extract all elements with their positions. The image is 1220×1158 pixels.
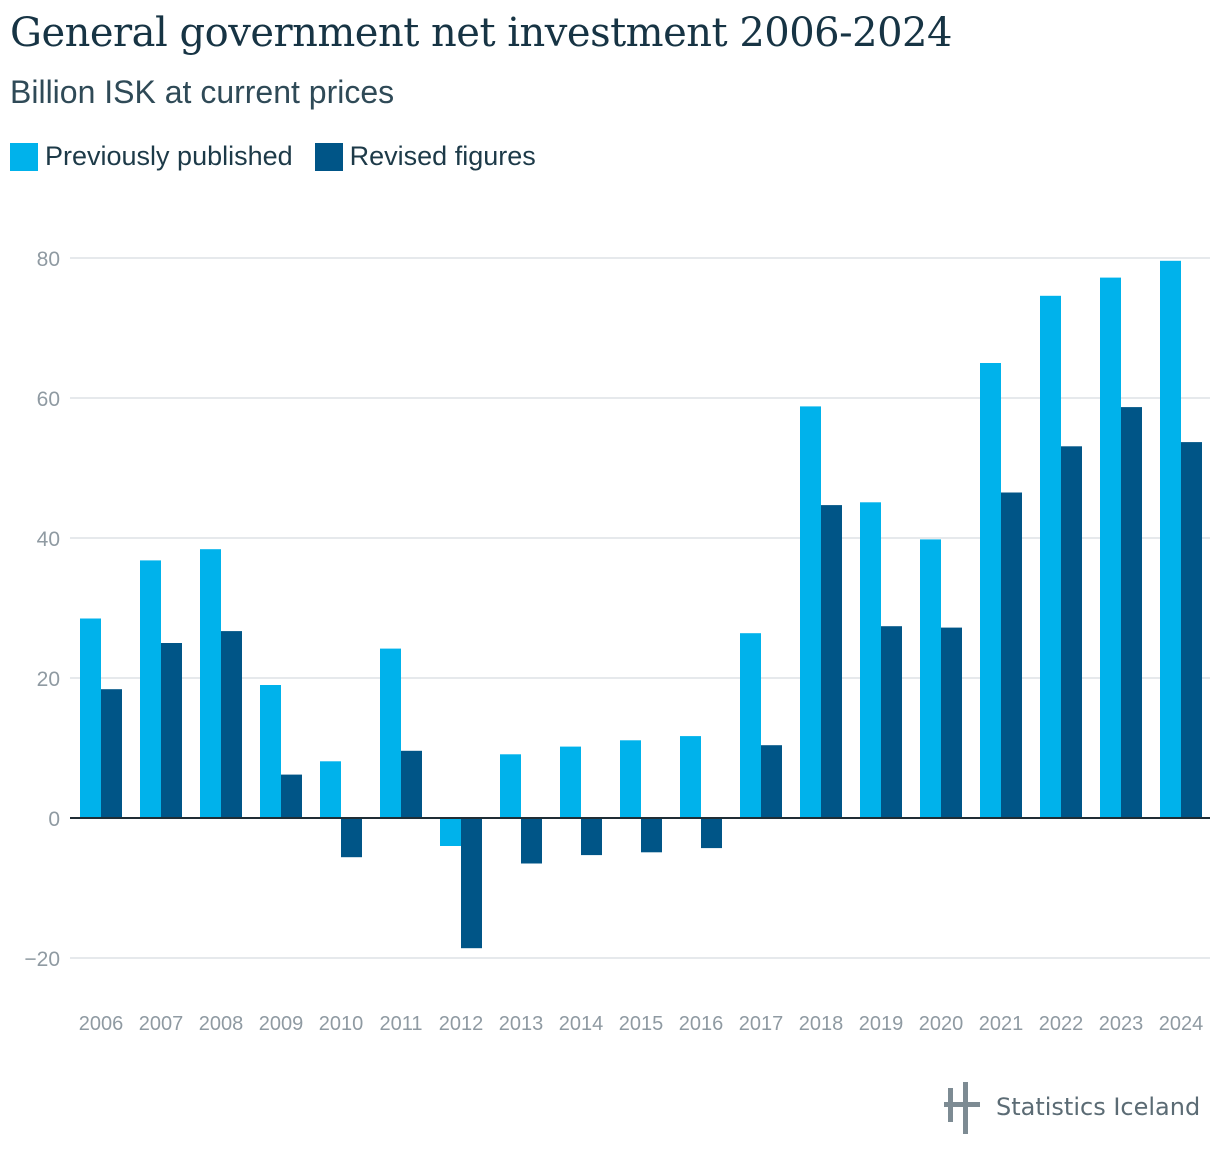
legend-item-previously-published: Previously published [10,141,293,172]
bar-previously-published-2008 [200,549,221,818]
bar-revised-figures-2021 [1001,492,1022,818]
bar-previously-published-2012 [440,818,461,846]
legend-label-revised-figures: Revised figures [349,141,536,171]
x-tick-label: 2023 [1099,1013,1144,1035]
x-tick-label: 2013 [499,1013,544,1035]
chart-subtitle: Billion ISK at current prices [10,74,395,110]
bar-previously-published-2016 [680,736,701,818]
statistics-iceland-logo: Statistics Iceland [944,1080,1200,1134]
bar-revised-figures-2007 [161,643,182,818]
bar-revised-figures-2020 [941,627,962,818]
x-tick-label: 2018 [799,1013,844,1035]
gridlines [70,257,1210,959]
x-tick-label: 2011 [379,1013,422,1035]
x-tick-label: 2020 [919,1013,964,1035]
bar-previously-published-2013 [500,754,521,818]
bar-previously-published-2018 [800,406,821,818]
bar-revised-figures-2024 [1181,442,1202,818]
bar-revised-figures-2022 [1061,446,1082,818]
bars [80,260,1202,949]
x-tick-label: 2017 [739,1013,784,1035]
legend-label-previously-published: Previously published [45,141,293,171]
bar-revised-figures-2013 [521,818,542,864]
logo-text: Statistics Iceland [996,1093,1201,1121]
y-tick-label: 0 [48,808,60,831]
x-tick-label: 2024 [1159,1013,1204,1035]
bar-revised-figures-2015 [641,818,662,853]
bar-previously-published-2006 [80,618,101,818]
x-tick-label: 2016 [679,1013,724,1035]
x-tick-label: 2008 [199,1013,244,1035]
x-axis-ticks: 2006 2007 2008 2009 2010 2011 2012 2013 2014 2015… [79,1013,1204,1035]
bar-revised-figures-2019 [881,626,902,818]
bar-previously-published-2021 [980,363,1001,818]
bar-previously-published-2015 [620,740,641,818]
bar-revised-figures-2008 [221,631,242,818]
y-tick-label: 80 [37,248,60,271]
y-axis-ticks: −20 0 20 40 60 80 [24,248,60,971]
x-tick-label: 2012 [439,1013,484,1035]
x-tick-label: 2019 [859,1013,904,1035]
bar-previously-published-2009 [260,685,281,818]
y-tick-label: 20 [37,668,60,691]
legend-item-revised-figures: Revised figures [314,141,536,172]
x-tick-label: 2014 [559,1013,604,1035]
y-tick-label: 60 [37,388,60,411]
bar-previously-published-2023 [1100,277,1121,819]
legend-swatch-previously-published [10,142,38,171]
statistics-iceland-logo-icon [944,1082,980,1134]
y-tick-label: −20 [24,948,60,971]
x-tick-label: 2007 [139,1013,184,1035]
legend-swatch-revised-figures [314,142,343,171]
bar-revised-figures-2018 [821,505,842,818]
bar-revised-figures-2014 [581,818,602,856]
x-tick-label: 2009 [259,1013,304,1035]
bar-revised-figures-2009 [281,774,302,818]
bar-revised-figures-2011 [401,750,422,818]
bar-revised-figures-2017 [761,745,782,818]
bar-revised-figures-2012 [461,818,482,949]
x-tick-label: 2015 [619,1013,664,1035]
bar-revised-figures-2016 [701,818,722,849]
bar-previously-published-2010 [320,761,341,818]
legend: Previously published Revised figures [10,141,558,172]
bar-previously-published-2022 [1040,295,1061,818]
bar-previously-published-2020 [920,539,941,818]
x-tick-label: 2022 [1039,1013,1084,1035]
chart-title: General government net investment 2006-2… [10,10,952,56]
bar-previously-published-2014 [560,746,581,818]
x-tick-label: 2010 [319,1013,364,1035]
y-tick-label: 40 [37,528,60,551]
bar-previously-published-2024 [1160,260,1181,818]
x-tick-label: 2006 [79,1013,124,1035]
x-tick-label: 2021 [979,1013,1024,1035]
bar-previously-published-2007 [140,560,161,818]
bar-revised-figures-2023 [1121,407,1142,818]
bar-previously-published-2019 [860,502,881,818]
bar-revised-figures-2010 [341,818,362,858]
bar-previously-published-2017 [740,633,761,818]
bar-chart: −20 0 20 40 60 80 2006 2007 2008 2009 2010 2011 201… [24,248,1210,1035]
bar-revised-figures-2006 [101,689,122,818]
bar-previously-published-2011 [380,648,401,818]
